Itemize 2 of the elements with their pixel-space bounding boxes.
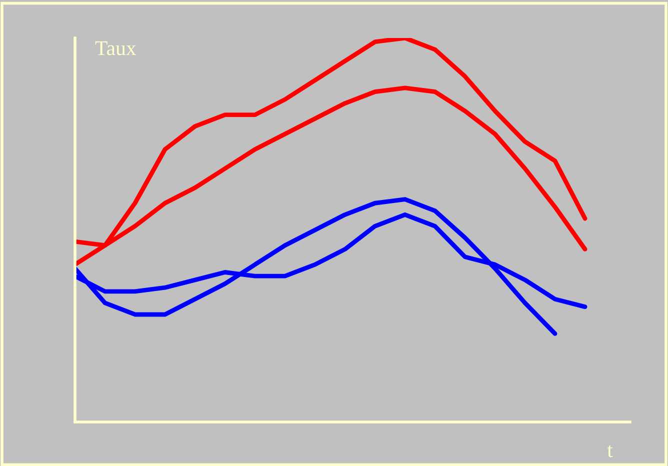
x-axis-title: t (607, 445, 613, 458)
y-axis-title: Taux (95, 41, 136, 56)
